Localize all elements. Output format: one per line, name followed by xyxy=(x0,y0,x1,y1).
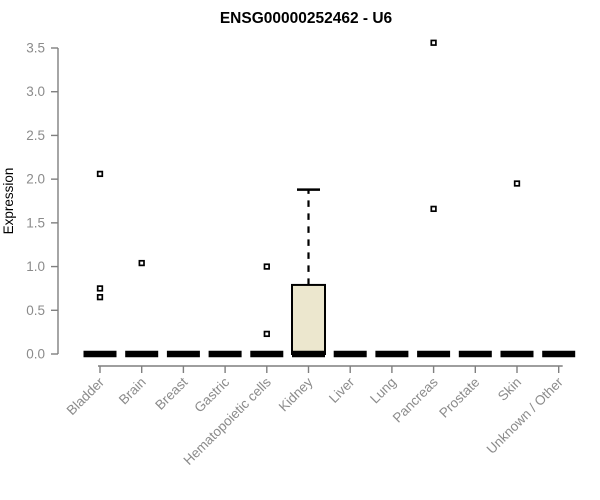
plot-area: 0.0 0.5 1.0 1.5 2.0 2.5 3.0 3.5 Bladder Brain Brea… xyxy=(26,39,576,468)
y-tick-label: 3.5 xyxy=(26,41,45,56)
x-tick-label-kidney: Kidney xyxy=(276,374,316,414)
x-tick-label-unknown-other: Unknown / Other xyxy=(484,374,567,457)
y-tick-label: 3.0 xyxy=(26,84,45,99)
box-kidney xyxy=(291,283,326,355)
x-tick-label-gastric: Gastric xyxy=(191,374,232,415)
outlier-point-pancreas xyxy=(430,39,437,46)
x-tick-label-prostate: Prostate xyxy=(436,375,482,421)
y-tick-label: 1.5 xyxy=(26,215,45,230)
x-tick-label-bladder: Bladder xyxy=(64,374,108,418)
y-tick-label: 2.5 xyxy=(26,128,45,143)
outlier-point-skin xyxy=(513,180,521,187)
y-tick-label: 2.0 xyxy=(26,172,45,187)
y-axis-label: Expression xyxy=(1,168,16,235)
chart-title: ENSG00000252462 - U6 xyxy=(220,10,393,27)
x-tick-label-lung: Lung xyxy=(367,375,399,407)
y-tick-label: 0.0 xyxy=(26,347,45,362)
x-tick-label-brain: Brain xyxy=(116,375,149,408)
x-tick-label-breast: Breast xyxy=(152,374,190,412)
outlier-point-pancreas xyxy=(430,205,437,213)
outlier-point-hematopoietic-cells xyxy=(263,263,270,270)
outlier-point-bladder xyxy=(96,170,104,178)
outlier-point-bladder xyxy=(96,285,104,292)
y-tick-label: 0.5 xyxy=(26,303,45,318)
outlier-point-hematopoietic-cells xyxy=(263,330,270,338)
x-tick-label-pancreas: Pancreas xyxy=(390,374,441,425)
x-tick-label-skin: Skin xyxy=(495,375,524,404)
outlier-point-brain xyxy=(138,259,145,267)
outlier-point-bladder xyxy=(96,294,104,301)
x-tick-label-liver: Liver xyxy=(326,374,358,406)
y-tick-label: 1.0 xyxy=(26,259,45,274)
